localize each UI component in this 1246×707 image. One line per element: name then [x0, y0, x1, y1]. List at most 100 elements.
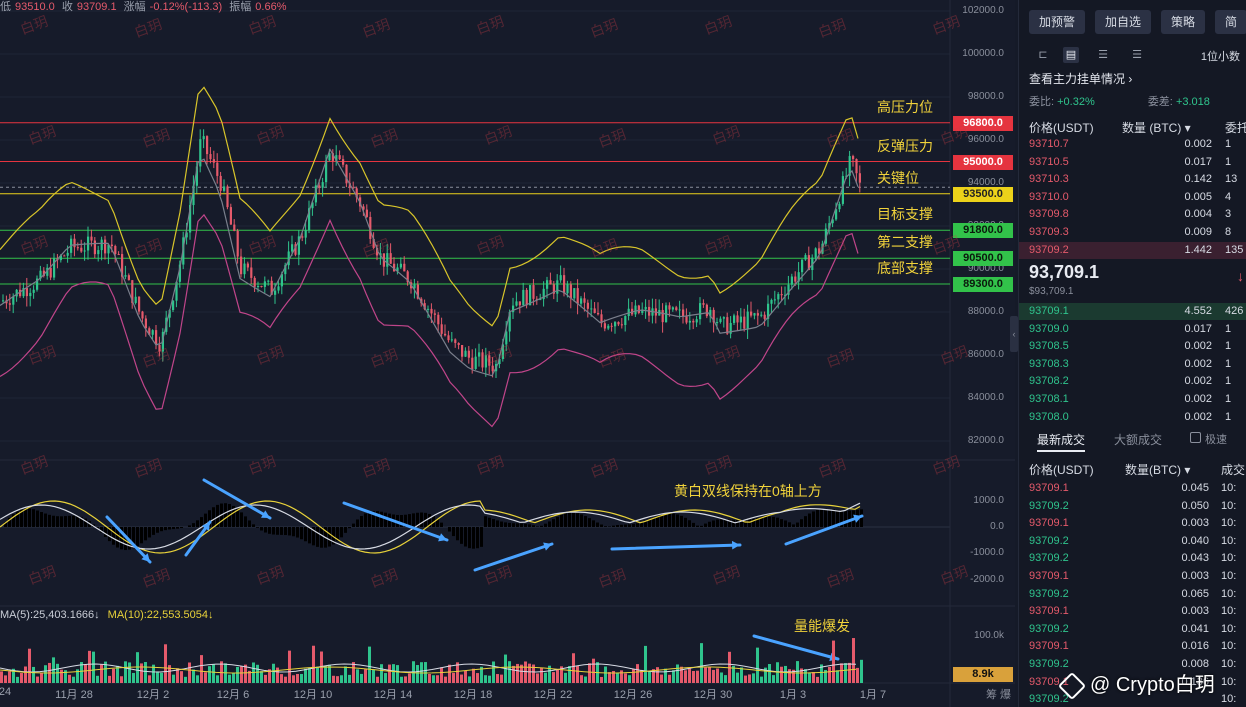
bid-row[interactable]: 93709.1 4.552 426	[1019, 303, 1246, 320]
macd-bar	[336, 527, 339, 542]
candle-body	[263, 281, 266, 287]
ask-row[interactable]: 93709.2 1.442 135	[1019, 241, 1246, 259]
candle-body	[219, 175, 222, 191]
bid-row[interactable]: 93708.3 0.002 1	[1019, 356, 1246, 373]
ask-row[interactable]: 93710.3 0.142 13	[1019, 171, 1246, 188]
bid-qty: 0.002	[1184, 375, 1212, 388]
macd-bar	[216, 504, 219, 527]
tab-latest-trades[interactable]: 最新成交	[1037, 431, 1086, 452]
ask-total: 8	[1225, 226, 1232, 238]
tr-header-qty[interactable]: 数量(BTC) ▾	[1125, 463, 1191, 477]
volume-bar	[340, 675, 343, 683]
macd-bar	[788, 522, 791, 527]
candle-body	[304, 230, 307, 238]
bid-row[interactable]: 93708.0 0.002 1	[1019, 409, 1246, 426]
candle-body	[546, 280, 549, 289]
macd-bar	[40, 512, 43, 527]
bid-price: 93709.0	[1029, 322, 1069, 335]
strategy-button[interactable]: 策略	[1161, 10, 1206, 34]
candle-body	[501, 344, 504, 360]
orderbook-both-icon[interactable]: ⊏	[1038, 49, 1048, 61]
volume-bar	[200, 655, 203, 683]
volume-bar	[776, 662, 779, 683]
bid-row[interactable]: 93709.0 0.017 1	[1019, 321, 1246, 338]
volume-bar	[144, 662, 147, 683]
macd-bar	[348, 527, 351, 529]
panel-collapse-handle[interactable]: ‹	[1010, 316, 1018, 352]
ob-header-qty[interactable]: 数量 (BTC) ▾	[1122, 121, 1191, 135]
precision-select[interactable]: 1位小数	[1200, 51, 1240, 63]
macd-bar	[104, 527, 107, 537]
orderbook-split-icon[interactable]: ▤	[1063, 47, 1079, 63]
trade-qty: 0.045	[1181, 482, 1209, 494]
ma5-value: MA(5):25,403.1666↓	[0, 609, 100, 621]
volume-bar	[260, 671, 263, 683]
bid-row[interactable]: 93708.1 0.002 1	[1019, 391, 1246, 408]
price-tick-label: 100000.0	[962, 48, 1004, 59]
macd-bar	[64, 516, 67, 527]
ask-row[interactable]: 93709.3 0.009 8	[1019, 224, 1246, 241]
add-alert-button[interactable]: 加预警	[1029, 10, 1086, 34]
macd-bar	[352, 523, 355, 527]
candle-body	[661, 309, 664, 323]
macd-bar	[340, 527, 343, 538]
ask-row[interactable]: 93709.8 0.004 3	[1019, 206, 1246, 223]
ask-total: 4	[1225, 190, 1232, 203]
candle-body	[267, 280, 270, 282]
candle-body	[838, 203, 841, 210]
candlestick-chart[interactable]	[0, 0, 1015, 707]
candle-body	[668, 305, 671, 310]
volume-bar	[44, 665, 47, 683]
bid-row[interactable]: 93708.2 0.002 1	[1019, 373, 1246, 390]
candle-body	[729, 322, 732, 334]
macd-bar	[588, 518, 591, 527]
macd-bar	[532, 525, 535, 527]
main-orders-link[interactable]: 查看主力挂单情况 ›	[1029, 72, 1133, 86]
lower-band-line	[0, 213, 859, 428]
chart-area[interactable]: 低 93510.0 收 93709.1 涨幅 -0.12%(-113.3) 振幅 0.6…	[0, 0, 1015, 707]
candle-body	[644, 306, 647, 310]
candle-body	[423, 303, 426, 310]
speed-checkbox[interactable]	[1190, 432, 1201, 443]
price-tick-label: 94000.0	[967, 177, 1004, 188]
candle-body	[705, 304, 708, 317]
macd-bar	[84, 518, 87, 527]
candle-body	[756, 313, 759, 316]
candle-body	[671, 307, 674, 310]
macd-bar	[236, 508, 239, 527]
volume-bar	[352, 662, 355, 683]
bid-row[interactable]: 93708.5 0.002 1	[1019, 338, 1246, 355]
axis-footer[interactable]: 筹 爆	[985, 689, 1011, 701]
ask-row[interactable]: 93710.7 0.002 1	[1019, 136, 1246, 153]
ask-qty: 0.005	[1184, 190, 1212, 203]
date-tick-label: 1月 7	[859, 689, 887, 701]
price-tick-label: 102000.0	[962, 5, 1004, 16]
volume-bar	[104, 661, 107, 683]
candle-body	[342, 159, 345, 165]
macd-bar	[548, 521, 551, 527]
ask-total: 13	[1225, 173, 1238, 186]
price-tick-label: 90000.0	[967, 263, 1004, 274]
ask-row[interactable]: 93710.5 0.017 1	[1019, 154, 1246, 171]
volume-bar	[288, 650, 291, 683]
simple-button[interactable]: 简	[1215, 10, 1246, 34]
volume-bar	[332, 675, 335, 683]
candle-body	[53, 258, 56, 278]
orderbook-bids-icon[interactable]: ☰	[1098, 49, 1108, 61]
add-watchlist-button[interactable]: 加自选	[1095, 10, 1152, 34]
ask-price: 93710.0	[1029, 190, 1069, 203]
macd-bar	[508, 522, 511, 527]
candle-body	[206, 136, 209, 155]
ask-row[interactable]: 93710.0 0.005 4	[1019, 189, 1246, 206]
candle-body	[743, 316, 746, 329]
level-price-tag: 90500.0	[953, 251, 1013, 267]
tab-large-trades[interactable]: 大额成交	[1114, 433, 1163, 447]
macd-bar	[624, 524, 627, 527]
orderbook-asks-icon[interactable]: ☰	[1132, 49, 1142, 61]
chevron-left-icon: ‹	[1012, 329, 1016, 339]
macd-bar	[300, 527, 303, 540]
level-name: 关键位	[877, 169, 919, 186]
ask-price: 93709.2	[1029, 243, 1069, 256]
macd-bar	[468, 527, 471, 549]
volume-bar	[276, 667, 279, 683]
